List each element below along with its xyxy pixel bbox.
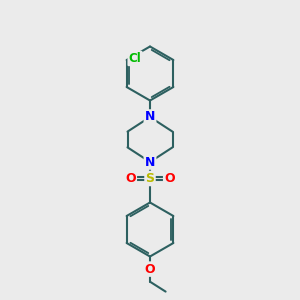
Text: O: O [145,262,155,276]
Text: N: N [145,155,155,169]
Text: Cl: Cl [129,52,141,65]
Text: O: O [125,172,136,185]
Text: N: N [145,110,155,124]
Text: S: S [146,172,154,185]
Text: O: O [164,172,175,185]
